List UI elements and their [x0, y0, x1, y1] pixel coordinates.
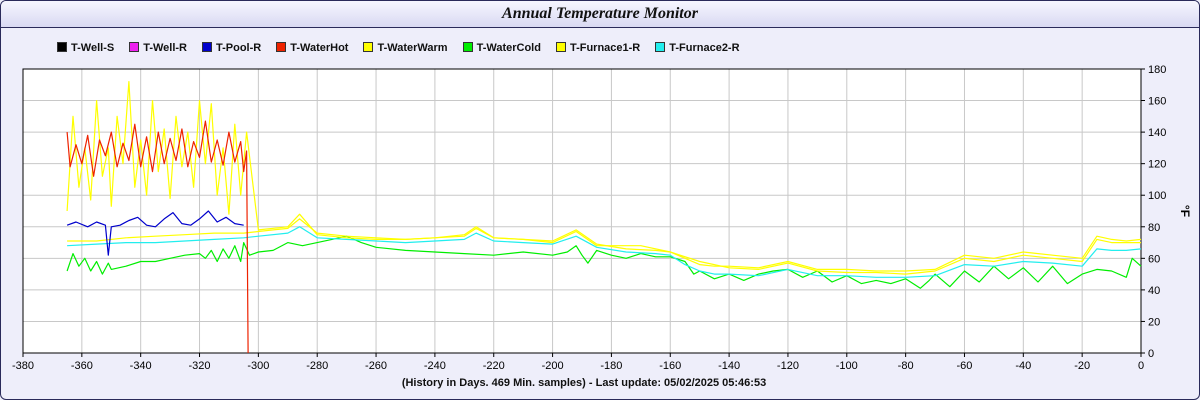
legend-swatch — [202, 42, 212, 52]
series-line-t-furnace2-r — [67, 226, 1142, 278]
plot-border — [22, 68, 1142, 354]
y-tick-label: 80 — [1148, 222, 1160, 234]
legend-item-t-furnace2-r[interactable]: T-Furnace2-R — [655, 42, 740, 54]
x-tick-label: -360 — [71, 360, 93, 372]
legend-label: T-Well-S — [71, 42, 115, 54]
legend-swatch — [363, 42, 374, 52]
x-tick-label: -280 — [306, 360, 328, 372]
legend-swatch — [555, 42, 566, 52]
legend-item-t-pool-r[interactable]: T-Pool-R — [202, 42, 261, 54]
legend-label: T-Furnace2-R — [669, 42, 740, 54]
series-line-t-watercold — [66, 235, 1142, 289]
y-tick-label: 120 — [1148, 159, 1166, 171]
legend-label: T-Well-R — [143, 42, 187, 54]
series-line-t-pool-r — [66, 210, 244, 256]
x-tick-label: -40 — [1015, 360, 1031, 372]
y-tick-label: 160 — [1148, 96, 1166, 108]
x-tick-label: -260 — [365, 360, 387, 372]
legend-item-t-well-s[interactable]: T-Well-S — [57, 42, 114, 54]
x-tick-label: 0 — [1138, 360, 1144, 372]
legend-label: T-Pool-R — [216, 42, 262, 54]
legend-item-t-well-r[interactable]: T-Well-R — [129, 42, 187, 54]
legend-swatch — [129, 42, 140, 52]
y-tick-label: 100 — [1148, 190, 1166, 202]
y-tick-label: 60 — [1148, 253, 1160, 265]
y-tick-label: 140 — [1148, 127, 1166, 139]
legend-label: T-WaterHot — [290, 42, 349, 54]
page-title: Annual Temperature Monitor — [502, 5, 698, 22]
series-line-t-waterwarm — [66, 80, 1141, 275]
x-tick-label: -200 — [542, 360, 564, 372]
legend-label: T-WaterCold — [476, 42, 541, 54]
x-tick-label: -320 — [189, 360, 211, 372]
x-tick-label: -80 — [898, 360, 914, 372]
x-tick-label: -380 — [12, 360, 34, 372]
footnote: (History in Days. 469 Min. samples) - La… — [401, 377, 767, 389]
legend-item-t-waterwarm[interactable]: T-WaterWarm — [363, 42, 448, 54]
series-line-t-waterhot — [66, 120, 249, 354]
legend-swatch — [57, 42, 67, 52]
legend-item-t-waterhot[interactable]: T-WaterHot — [276, 42, 348, 54]
x-tick-label: -100 — [836, 360, 858, 372]
x-tick-label: -340 — [130, 360, 152, 372]
y-tick-label: 180 — [1148, 64, 1166, 76]
x-tick-label: -160 — [659, 360, 681, 372]
x-tick-label: -120 — [777, 360, 799, 372]
title-bar: Annual Temperature Monitor — [1, 1, 1199, 28]
plot-area — [23, 69, 1141, 353]
y-tick-label: 0 — [1148, 348, 1154, 360]
x-tick-label: -180 — [600, 360, 622, 372]
x-tick-label: -300 — [247, 360, 269, 372]
legend-label: T-Furnace1-R — [569, 42, 641, 54]
y-tick-label: 40 — [1148, 285, 1160, 297]
series-line-t-furnace1-r — [67, 218, 1142, 272]
legend: T-Well-S T-Well-R T-Pool-R T-WaterHot T-Wate… — [57, 38, 755, 54]
legend-item-t-watercold[interactable]: T-WaterCold — [462, 42, 541, 54]
x-tick-label: -60 — [957, 360, 973, 372]
y-tick-label: 20 — [1148, 316, 1160, 328]
x-tick-label: -20 — [1074, 360, 1090, 372]
x-tick-label: -140 — [718, 360, 740, 372]
legend-label: T-WaterWarm — [377, 42, 448, 54]
legend-swatch — [462, 42, 473, 52]
x-tick-label: -240 — [424, 360, 446, 372]
legend-swatch — [276, 42, 287, 52]
x-tick-label: -220 — [483, 360, 505, 372]
legend-swatch — [655, 42, 666, 52]
y-axis-label: °F — [1178, 205, 1192, 217]
legend-item-t-furnace1-r[interactable]: T-Furnace1-R — [555, 42, 641, 54]
